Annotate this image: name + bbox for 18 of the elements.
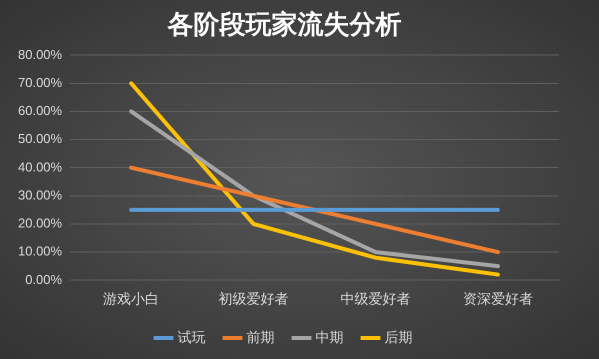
x-tick-label: 资深爱好者 [462, 290, 533, 306]
x-tick-label: 中级爱好者 [340, 290, 411, 306]
y-tick-label: 70.00% [18, 74, 63, 90]
y-tick-label: 40.00% [18, 159, 63, 174]
legend-label: 后期 [384, 328, 412, 345]
legend-label: 中期 [316, 328, 344, 345]
legend-label: 试玩 [178, 328, 206, 345]
chart-title: 各阶段玩家流失分析 [166, 8, 402, 39]
y-tick-label: 10.00% [18, 244, 63, 259]
x-tick-label: 游戏小白 [103, 290, 160, 306]
y-tick-label: 30.00% [18, 187, 63, 202]
y-tick-label: 0.00% [25, 272, 63, 287]
y-tick-label: 60.00% [18, 103, 63, 118]
x-tick-label: 初级爱好者 [218, 290, 288, 306]
legend-label: 前期 [246, 328, 274, 345]
y-tick-label: 80.00% [18, 46, 63, 62]
y-tick-label: 50.00% [18, 131, 63, 146]
y-tick-label: 20.00% [18, 216, 63, 231]
